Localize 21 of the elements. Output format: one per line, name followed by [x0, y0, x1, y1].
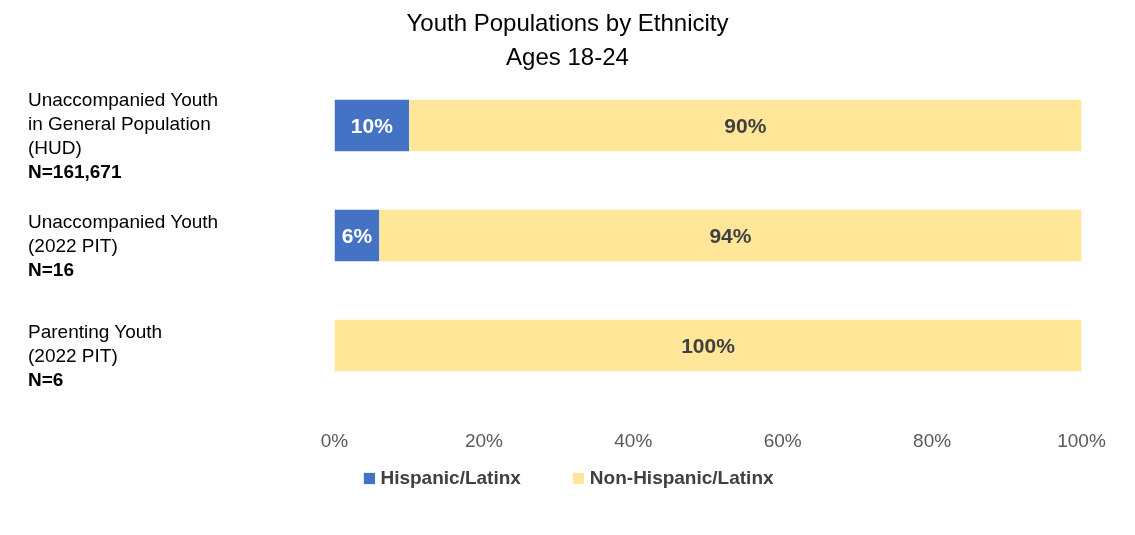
chart-title: Youth Populations by Ethnicity: [406, 9, 729, 36]
data-label: 6%: [341, 224, 373, 247]
y-tick-label: Unaccompanied Youth (2022 PIT) N=16: [27, 210, 219, 282]
bar: [334, 319, 1082, 372]
data-label: 90%: [724, 114, 767, 137]
bar: [409, 99, 1082, 152]
x-tick-label: 80%: [913, 429, 952, 451]
y-tick-label: Parenting Youth (2022 PIT) N=6: [27, 320, 164, 392]
legend-label: Non-Hispanic/Latinx: [589, 467, 774, 489]
x-tick-label: 0%: [320, 429, 349, 451]
data-label: 10%: [350, 114, 394, 137]
data-label: 100%: [681, 334, 736, 357]
y-tick-label: Unaccompanied Youth in General Population (HUD) N=161,671: [27, 88, 219, 184]
legend-label: Hispanic/Latinx: [380, 467, 521, 489]
x-tick-label: 60%: [763, 429, 802, 451]
x-tick-label: 40%: [614, 429, 653, 451]
bar: [379, 209, 1082, 262]
data-label: 94%: [709, 224, 752, 247]
chart-subtitle: Ages 18-24: [506, 43, 629, 70]
x-tick-label: 20%: [464, 429, 504, 451]
x-tick-label: 100%: [1057, 429, 1106, 451]
